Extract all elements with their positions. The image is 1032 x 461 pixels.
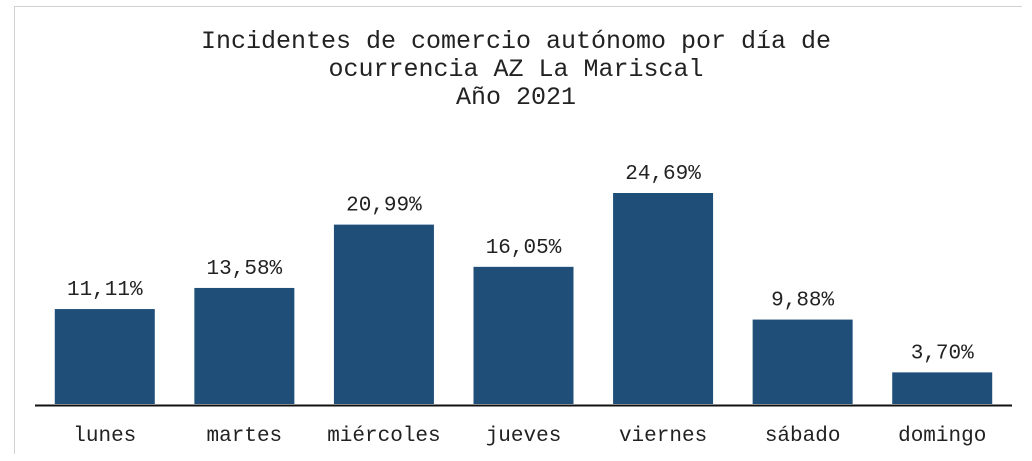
bar — [613, 193, 714, 404]
data-label: 13,58% — [207, 258, 283, 281]
chart-title: Incidentes de comercio autónomo por día … — [200, 27, 832, 84]
data-label: 11,11% — [67, 279, 143, 302]
bar — [333, 224, 434, 404]
x-tick-label: lunes — [73, 425, 136, 448]
bar — [752, 319, 853, 404]
x-tick-label: miércoles — [327, 425, 440, 448]
frame — [14, 6, 1022, 454]
chart-subtitle: Año 2021 — [455, 83, 577, 112]
x-tick-label: viernes — [619, 425, 707, 448]
x-tick-label: sábado — [765, 425, 841, 448]
bar — [473, 266, 574, 404]
data-label: 20,99% — [346, 195, 422, 218]
data-label: 16,05% — [486, 237, 562, 260]
data-label: 9,88% — [771, 290, 834, 313]
bar — [194, 287, 295, 404]
bar — [54, 309, 155, 404]
titles: Incidentes de comercio autónomo por día … — [186, 28, 846, 112]
data-label: 24,69% — [625, 163, 701, 186]
x-tick-label: domingo — [898, 425, 986, 448]
data-label: 3,70% — [911, 342, 974, 365]
x-tick-label: martes — [207, 425, 283, 448]
bar — [892, 372, 993, 404]
x-tick-label: jueves — [486, 425, 562, 448]
